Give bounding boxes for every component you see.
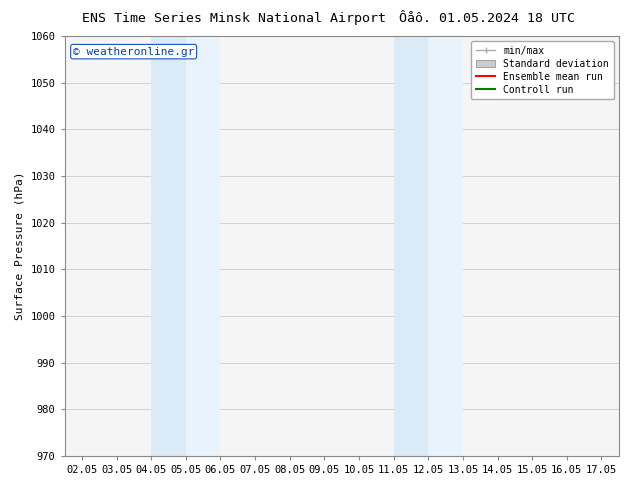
Bar — [428, 36, 463, 456]
Bar — [186, 36, 221, 456]
Text: Ôåô. 01.05.2024 18 UTC: Ôåô. 01.05.2024 18 UTC — [399, 12, 576, 25]
Bar — [151, 36, 186, 456]
Legend: min/max, Standard deviation, Ensemble mean run, Controll run: min/max, Standard deviation, Ensemble me… — [471, 41, 614, 99]
Y-axis label: Surface Pressure (hPa): Surface Pressure (hPa) — [15, 172, 25, 320]
Text: © weatheronline.gr: © weatheronline.gr — [73, 47, 195, 57]
Text: ENS Time Series Minsk National Airport: ENS Time Series Minsk National Airport — [82, 12, 386, 25]
Bar — [394, 36, 428, 456]
